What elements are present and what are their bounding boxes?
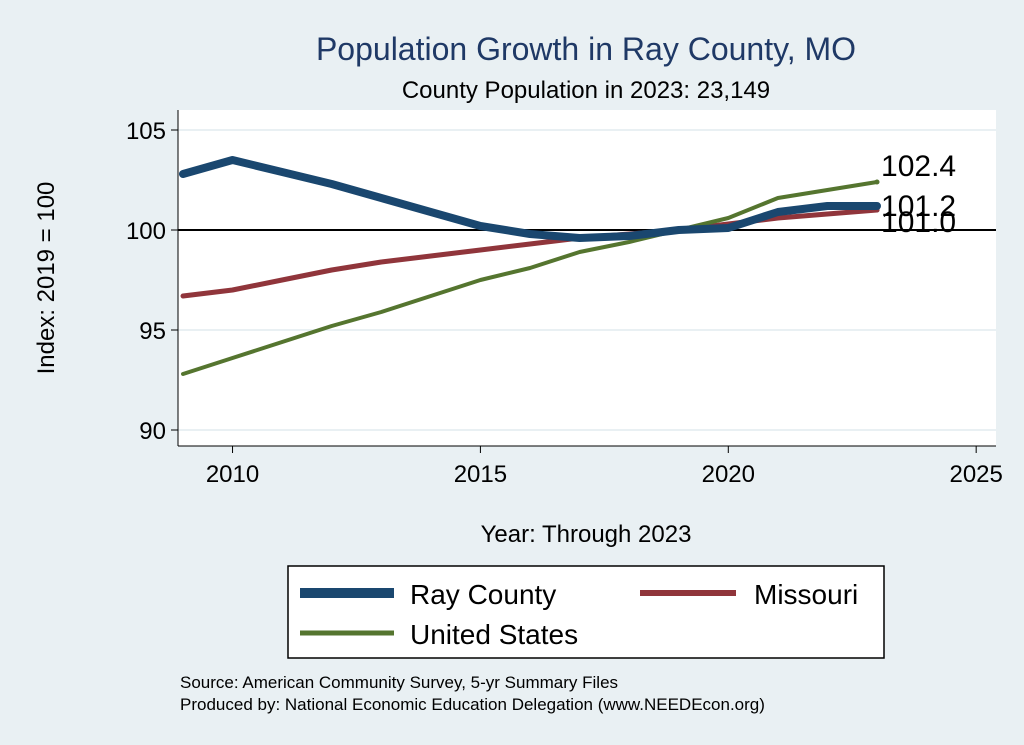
series-layer: [179, 156, 881, 376]
source-line-2: Produced by: National Economic Education…: [180, 695, 765, 714]
end-label-missouri: 101.0: [881, 206, 956, 239]
y-axis-label: Index: 2019 = 100: [33, 182, 60, 375]
y-tick-label-105: 105: [126, 118, 166, 145]
x-tick-label-2015: 2015: [454, 461, 507, 488]
legend-label-ray-county: Ray County: [410, 579, 556, 610]
y-tick-label-95: 95: [139, 318, 166, 345]
legend-box: [287, 565, 885, 659]
legend-label-missouri: Missouri: [754, 579, 858, 610]
series-endpoint-united-states: [874, 179, 880, 185]
source-line-1: Source: American Community Survey, 5-yr …: [180, 673, 618, 692]
legend-label-united-states: United States: [410, 619, 578, 650]
end-label-united-states: 102.4: [881, 150, 956, 183]
y-axis-ticks: 90 95 100 105: [126, 118, 178, 445]
series-endpoint-ray-county: [874, 203, 880, 209]
legend: Ray County Missouri United States: [287, 565, 885, 659]
x-axis-label: Year: Through 2023: [481, 521, 692, 548]
x-tick-label-2020: 2020: [702, 461, 755, 488]
x-tick-label-2010: 2010: [206, 461, 259, 488]
chart-title: Population Growth in Ray County, MO: [316, 31, 856, 67]
chart-subtitle: County Population in 2023: 23,149: [402, 77, 770, 104]
x-axis-ticks: 2010 2015 2020 2025: [206, 446, 1003, 488]
end-label-ray-county: 101.2: [881, 190, 956, 223]
y-tick-label-90: 90: [139, 418, 166, 445]
y-tick-label-100: 100: [126, 218, 166, 245]
x-tick-label-2025: 2025: [949, 461, 1002, 488]
series-line-united-states: [181, 180, 879, 376]
plot-area: [178, 110, 996, 446]
series-line-ray-county: [179, 156, 881, 242]
